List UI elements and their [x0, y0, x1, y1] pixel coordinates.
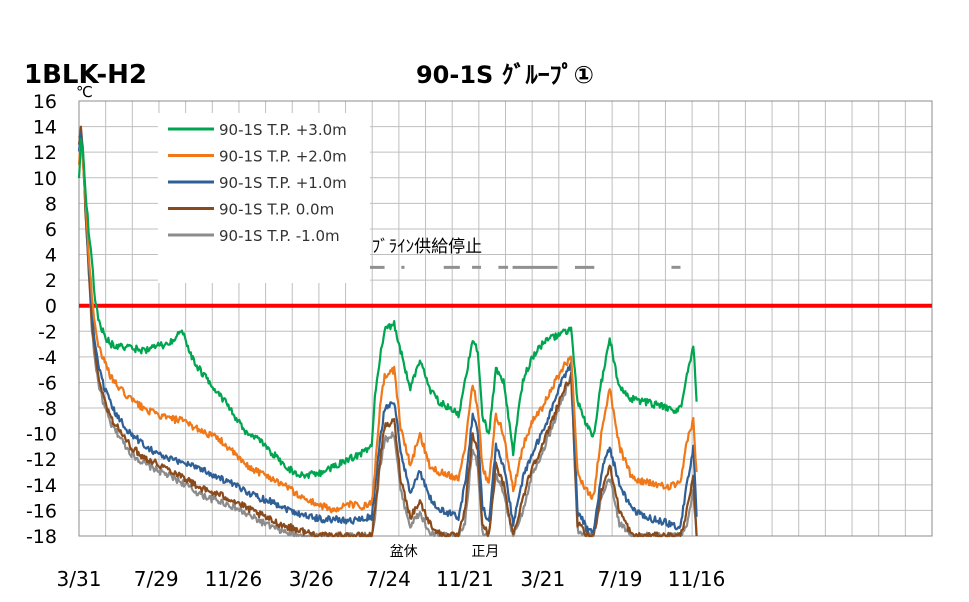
- y-tick-label: 10: [33, 168, 57, 190]
- x-tick-label: 3/31: [57, 567, 102, 591]
- x-tick-label: 7/29: [134, 567, 179, 591]
- x-tick-label: 11/16: [668, 567, 726, 591]
- y-tick-label: 8: [45, 193, 57, 215]
- y-tick-label: -10: [26, 424, 57, 446]
- y-tick-label: 0: [45, 296, 57, 318]
- y-tick-label: -6: [38, 372, 57, 394]
- y-tick-label: 14: [33, 117, 57, 139]
- x-tick-label: 3/21: [520, 567, 565, 591]
- y-tick-label: 16: [33, 91, 57, 113]
- chart-title: 90-1S ｸﾞﾙｰﾌﾟ①: [416, 61, 594, 89]
- axes: 16 14 12 10 8 6 4 2 0 -2 -4 -6 -8 -10 -12 -14 -16 -183/31…: [26, 91, 725, 591]
- legend-label: 90-1S T.P. +3.0m: [219, 121, 347, 139]
- annotation-new-year: 正月: [471, 544, 499, 560]
- legend-label: 90-1S T.P. +2.0m: [219, 148, 347, 166]
- legend-label: 90-1S T.P. 0.0m: [219, 201, 334, 219]
- y-axis-unit-label: ℃: [76, 83, 93, 101]
- series-line: [77, 140, 698, 514]
- legend-label: 90-1S T.P. +1.0m: [219, 174, 347, 192]
- y-tick-label: 6: [45, 219, 57, 241]
- x-tick-label: 11/21: [436, 567, 494, 591]
- legend-label: 90-1S T.P. -1.0m: [219, 227, 340, 245]
- y-tick-label: -16: [26, 500, 57, 522]
- series-line: [77, 132, 698, 534]
- y-tick-label: -14: [26, 475, 57, 497]
- y-tick-label: -8: [38, 398, 57, 420]
- series-lines: [77, 125, 698, 538]
- x-tick-label: 7/24: [366, 567, 411, 591]
- y-tick-label: 4: [45, 245, 57, 267]
- corner-label: 1BLK-H2: [24, 60, 147, 90]
- y-tick-label: -2: [38, 321, 57, 343]
- x-tick-label: 11/26: [205, 567, 263, 591]
- x-tick-label: 3/26: [289, 567, 334, 591]
- x-tick-label: 7/19: [598, 567, 643, 591]
- annotation-brine-stop: ﾌﾞﾗｲﾝ供給停止: [372, 237, 483, 257]
- plot-area-border: [78, 100, 933, 537]
- y-tick-label: -18: [26, 526, 57, 548]
- y-tick-label: 2: [45, 270, 57, 292]
- y-tick-label: -12: [26, 449, 57, 471]
- legend-box: [158, 113, 370, 283]
- y-tick-label: -4: [38, 347, 57, 369]
- series-line: [77, 137, 698, 479]
- legend: 90-1S T.P. +3.0m 90-1S T.P. +2.0m 90-1S T.…: [158, 113, 370, 283]
- y-tick-label: 12: [33, 142, 57, 164]
- annotation-bon-holiday: 盆休: [390, 544, 418, 560]
